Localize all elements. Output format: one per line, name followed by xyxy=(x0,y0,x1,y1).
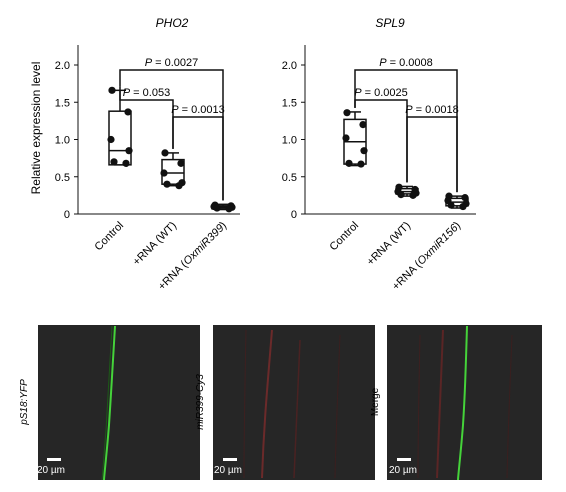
micrograph-background xyxy=(38,325,200,480)
merge-green-strand xyxy=(457,326,468,480)
y-tick-label: 2.0 xyxy=(282,60,297,72)
scale-bar-label: 20 µm xyxy=(37,465,65,476)
data-point xyxy=(461,194,469,202)
y-tick-label: 1.0 xyxy=(55,135,70,147)
cy3-signal-strand xyxy=(293,339,301,479)
scale-bar xyxy=(397,458,411,461)
x-tick-label: +RNA (WT) xyxy=(131,220,179,268)
micrograph-panel-cy3: 20 µm miR399-Cy3 xyxy=(195,325,375,480)
data-point xyxy=(345,159,353,167)
y-tick-label: 0 xyxy=(291,209,297,221)
data-point xyxy=(125,147,133,155)
y-tick-label: 0.5 xyxy=(282,172,297,184)
y-tick-label: 1.0 xyxy=(282,135,297,147)
micrograph-panel-merge: 20 µm Merge xyxy=(370,325,542,480)
micrograph-panel-yfp: 20 µm pS18:YFP xyxy=(19,325,200,481)
cy3-signal-strand xyxy=(334,334,341,479)
yfp-faint-edge xyxy=(101,325,113,481)
data-point xyxy=(110,158,118,166)
merge-red-strand xyxy=(506,334,513,479)
data-point xyxy=(360,147,368,155)
p-value-label: P = 0.0013 xyxy=(171,104,225,116)
p-value-label: P = 0.0018 xyxy=(405,104,459,116)
chart-title: PHO2 xyxy=(156,16,189,30)
merge-red-strand xyxy=(417,334,421,479)
y-tick-label: 2.0 xyxy=(55,60,70,72)
data-point xyxy=(343,109,351,117)
x-tick-label: +RNA (WT) xyxy=(365,220,413,268)
data-point xyxy=(160,169,168,177)
cy3-signal-strand xyxy=(243,329,247,479)
x-tick-label: Control xyxy=(328,220,362,254)
data-point xyxy=(409,191,417,199)
micrograph-label: pS18:YFP xyxy=(19,379,30,426)
p-value-label: P = 0.053 xyxy=(123,87,170,99)
merge-red-strand xyxy=(436,329,444,479)
y-tick-label: 0 xyxy=(64,209,70,221)
y-tick-label: 1.5 xyxy=(282,97,297,109)
scale-bar xyxy=(47,458,61,461)
y-tick-label: 0.5 xyxy=(55,172,70,184)
micrograph-label: Merge xyxy=(370,387,381,416)
data-point xyxy=(161,149,169,157)
p-value-label: P = 0.0025 xyxy=(354,87,408,99)
cy3-signal-strand xyxy=(261,329,273,479)
data-point xyxy=(359,121,367,129)
data-point xyxy=(459,202,467,211)
x-tick-label: Control xyxy=(93,220,127,254)
data-point xyxy=(107,135,115,144)
data-point xyxy=(357,160,365,168)
scale-bar-label: 20 µm xyxy=(214,465,242,476)
micrograph-label: miR399-Cy3 xyxy=(195,374,206,430)
significance-bracket xyxy=(406,116,458,193)
data-point xyxy=(342,134,350,142)
y-tick-label: 1.5 xyxy=(55,97,70,109)
data-point xyxy=(124,108,132,116)
scale-bar xyxy=(223,458,237,461)
p-value-label: P = 0.0008 xyxy=(379,57,433,69)
micrograph-background xyxy=(213,325,375,480)
scale-bar-label: 20 µm xyxy=(389,465,417,476)
y-axis-label: Relative expression level xyxy=(29,62,43,195)
data-point xyxy=(175,182,183,190)
data-point xyxy=(397,191,405,199)
significance-bracket xyxy=(119,69,224,201)
data-point xyxy=(122,159,130,167)
yfp-signal-strand xyxy=(103,326,116,480)
data-point xyxy=(108,86,116,94)
chart-title: SPL9 xyxy=(375,16,405,30)
data-point xyxy=(225,205,233,213)
data-point xyxy=(213,204,221,212)
data-point xyxy=(447,201,455,209)
data-point xyxy=(163,180,171,188)
p-value-label: P = 0.0027 xyxy=(145,57,199,69)
significance-bracket xyxy=(354,69,458,193)
data-point xyxy=(177,159,185,167)
